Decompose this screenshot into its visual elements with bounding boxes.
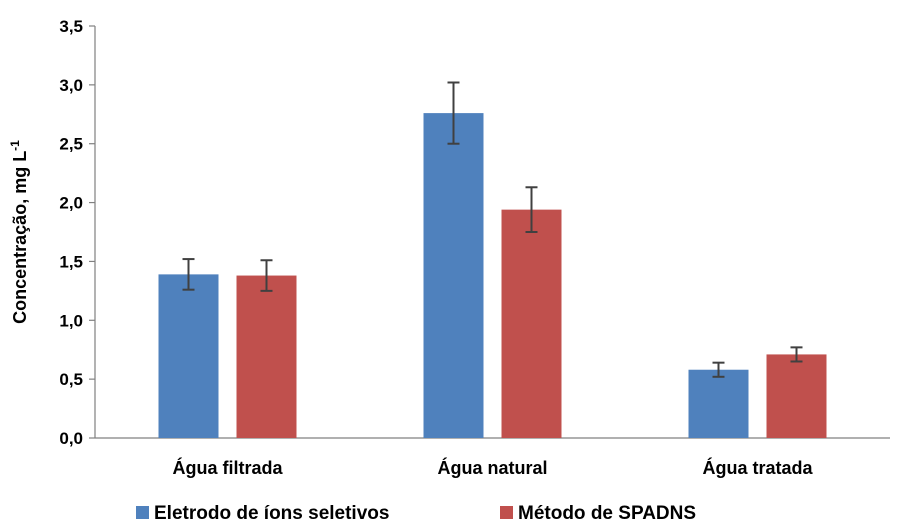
y-axis-label-superscript: -1	[8, 140, 22, 151]
y-tick-label: 1,5	[59, 252, 83, 271]
y-tick-label: 2,5	[59, 135, 83, 154]
legend-swatch	[136, 506, 149, 519]
category-label: Água filtrada	[172, 457, 283, 478]
y-axis-label-main: Concentração, mg L	[10, 151, 30, 324]
error-bar	[790, 346, 803, 363]
error-bar	[712, 361, 725, 378]
category-label: Água tratada	[702, 457, 813, 478]
y-tick-label: 1,0	[59, 311, 83, 330]
y-tick-labels: 0,0 0,5 1,0 1,5 2,0 2,5 3,0 3,5	[59, 17, 83, 448]
y-tick-label: 2,0	[59, 194, 83, 213]
y-tick-label: 3,5	[59, 17, 83, 36]
y-tick-label: 3,0	[59, 76, 83, 95]
bar-eletrodo	[423, 113, 484, 438]
y-tick-label: 0,0	[59, 429, 83, 448]
y-axis-label: Concentração, mg L-1	[8, 140, 30, 324]
y-axis	[89, 25, 96, 439]
bars	[158, 113, 827, 438]
error-bar	[182, 258, 195, 291]
legend-label: Método de SPADNS	[518, 503, 696, 524]
legend: Eletrodo de íons seletivos Método de SPAD…	[136, 503, 696, 524]
category-label: Água natural	[437, 457, 547, 478]
legend-swatch	[500, 506, 513, 519]
legend-item: Eletrodo de íons seletivos	[136, 503, 389, 524]
bar-eletrodo	[158, 274, 219, 438]
bar-spadns	[236, 275, 297, 438]
bar-eletrodo	[688, 369, 749, 438]
y-tick-label: 0,5	[59, 370, 83, 389]
legend-item: Método de SPADNS	[500, 503, 696, 524]
legend-label: Eletrodo de íons seletivos	[154, 503, 389, 524]
error-bar	[525, 186, 538, 233]
error-bar	[447, 81, 460, 145]
error-bar	[260, 259, 273, 292]
bar-spadns	[501, 209, 562, 438]
error-bars	[182, 81, 803, 378]
category-labels: Água filtrada Água natural Água tratada	[172, 457, 813, 478]
bar-spadns	[766, 354, 827, 438]
